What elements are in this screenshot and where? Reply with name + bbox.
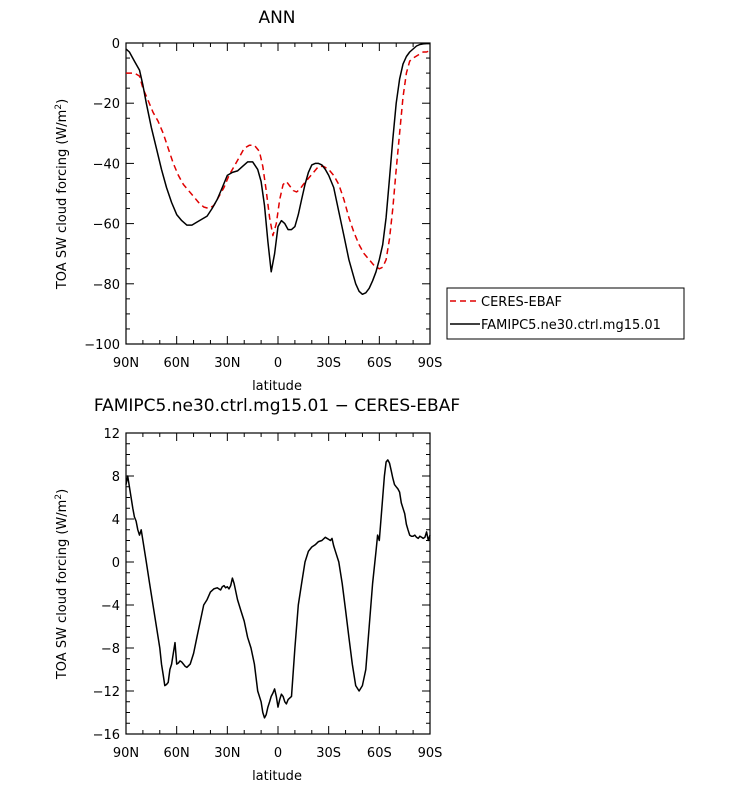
plot-frame (125, 42, 431, 345)
y-axis-ticks: 12 8 4 0 −4 −8 −12 −16 (93, 427, 430, 743)
x-axis-ticks: 90N 60N 30N 0 30S 60S 90S (113, 433, 443, 761)
y-tick-label: −100 (84, 338, 120, 353)
chart-difference-cloud-forcing: FAMIPC5.ne30.ctrl.mg15.01 − CERES-EBAF 1… (54, 396, 460, 784)
x-tick-label: 90S (418, 356, 443, 371)
x-tick-label: 90S (418, 746, 443, 761)
legend-label-famipc5: FAMIPC5.ne30.ctrl.mg15.01 (481, 318, 661, 333)
y-axis-ticks: 0 −20 −40 −60 −80 −100 (84, 37, 430, 353)
y-tick-label: 0 (112, 37, 120, 52)
legend-label-ceres: CERES-EBAF (481, 295, 562, 310)
y-tick-label: 12 (103, 427, 120, 442)
y-tick-label: 8 (112, 470, 120, 485)
x-tick-label: 30N (214, 356, 240, 371)
y-tick-label: −16 (93, 728, 120, 743)
chart-title: ANN (258, 8, 295, 28)
y-tick-label: 4 (112, 513, 120, 528)
legend: CERES-EBAF FAMIPC5.ne30.ctrl.mg15.01 (446, 287, 685, 340)
x-tick-label: 90N (113, 746, 139, 761)
legend-box (446, 287, 685, 340)
x-tick-label: 0 (274, 746, 282, 761)
x-tick-label: 30S (316, 356, 341, 371)
x-tick-label: 60N (164, 356, 190, 371)
series-line-1 (126, 49, 431, 270)
y-axis-label: TOA SW cloud forcing (W/m2) (54, 99, 70, 290)
y-tick-label: −60 (93, 218, 120, 233)
x-tick-label: 30S (316, 746, 341, 761)
x-tick-label: 30N (214, 746, 240, 761)
y-tick-label: −12 (93, 685, 120, 700)
y-axis-label: TOA SW cloud forcing (W/m2) (54, 489, 70, 680)
x-tick-label: 60S (367, 746, 392, 761)
series-line-1 (125, 459, 431, 719)
x-tick-label: 90N (113, 356, 139, 371)
series-lines (125, 42, 431, 296)
x-axis-ticks: 90N 60N 30N 0 30S 60S 90S (113, 43, 443, 371)
chart-annual-cloud-forcing: ANN 0−20−40−60−80−100 90N 60N 30N 0 30S 60S 90… (54, 8, 685, 394)
y-tick-label: −40 (93, 157, 120, 172)
y-tick-label: −8 (101, 642, 120, 657)
x-axis-label: latitude (252, 379, 302, 394)
x-tick-label: 60N (164, 746, 190, 761)
y-tick-label: −4 (101, 599, 120, 614)
series-lines (125, 459, 431, 719)
x-tick-label: 0 (274, 356, 282, 371)
x-axis-label: latitude (252, 769, 302, 784)
y-tick-label: −80 (93, 278, 120, 293)
y-tick-label: 0 (112, 556, 120, 571)
x-tick-label: 60S (367, 356, 392, 371)
chart-title: FAMIPC5.ne30.ctrl.mg15.01 − CERES-EBAF (94, 396, 460, 416)
y-tick-label: −20 (93, 97, 120, 112)
series-line-2 (125, 42, 430, 296)
